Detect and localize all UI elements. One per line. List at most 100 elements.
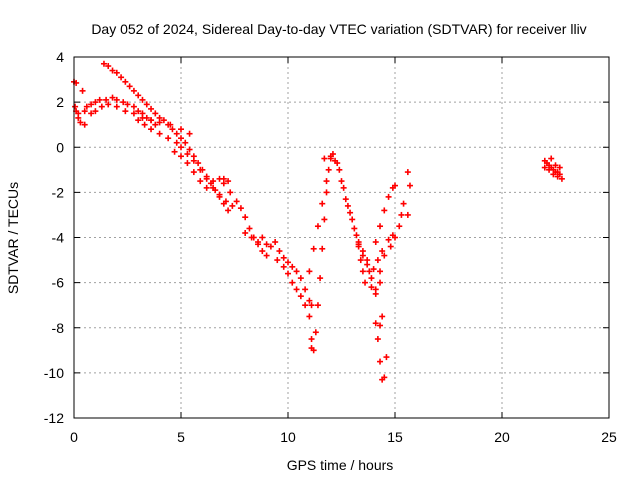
data-point bbox=[195, 160, 202, 167]
data-point bbox=[344, 202, 351, 209]
data-point bbox=[374, 336, 381, 343]
data-point bbox=[222, 198, 229, 205]
data-point bbox=[113, 96, 120, 103]
data-point bbox=[398, 211, 405, 218]
data-point bbox=[135, 108, 142, 115]
y-tick-label: -6 bbox=[52, 275, 65, 291]
data-point bbox=[248, 234, 255, 241]
data-point bbox=[210, 178, 217, 185]
data-point bbox=[272, 239, 279, 246]
data-point bbox=[366, 268, 373, 275]
data-point bbox=[289, 263, 296, 270]
data-point bbox=[233, 198, 240, 205]
data-point bbox=[227, 189, 234, 196]
data-point bbox=[548, 155, 555, 162]
data-point bbox=[321, 155, 328, 162]
data-point bbox=[120, 99, 127, 106]
data-point bbox=[323, 178, 330, 185]
data-point bbox=[229, 202, 236, 209]
data-point bbox=[122, 78, 129, 85]
data-point bbox=[347, 209, 354, 216]
data-point bbox=[306, 297, 313, 304]
data-point bbox=[109, 94, 116, 101]
data-point bbox=[105, 63, 112, 70]
data-point bbox=[359, 248, 366, 255]
data-point bbox=[259, 248, 266, 255]
data-point bbox=[113, 69, 120, 76]
data-point bbox=[374, 257, 381, 264]
data-point bbox=[197, 166, 204, 173]
data-point bbox=[109, 67, 116, 74]
data-point bbox=[362, 279, 369, 286]
data-point bbox=[81, 108, 88, 115]
data-point bbox=[173, 139, 180, 146]
data-point bbox=[314, 302, 321, 309]
data-point bbox=[88, 110, 95, 117]
y-tick-label: 0 bbox=[56, 139, 64, 155]
data-point bbox=[100, 60, 107, 67]
data-point bbox=[216, 191, 223, 198]
x-tick-label: 0 bbox=[70, 429, 78, 445]
data-point bbox=[280, 263, 287, 270]
data-point bbox=[355, 241, 362, 248]
data-point bbox=[306, 313, 313, 320]
data-point bbox=[220, 175, 227, 182]
chart-title: Day 052 of 2024, Sidereal Day-to-day VTE… bbox=[91, 21, 586, 37]
data-point bbox=[285, 270, 291, 277]
data-point bbox=[139, 114, 146, 121]
data-point bbox=[385, 193, 392, 200]
data-point bbox=[383, 354, 390, 361]
data-point bbox=[396, 223, 403, 230]
data-point bbox=[302, 302, 309, 309]
data-point bbox=[310, 347, 317, 354]
data-point bbox=[75, 110, 82, 117]
data-point bbox=[308, 302, 315, 309]
data-point bbox=[139, 96, 146, 103]
x-tick-label: 25 bbox=[601, 429, 617, 445]
data-point bbox=[314, 223, 321, 230]
data-point bbox=[255, 239, 262, 246]
data-point bbox=[319, 245, 326, 252]
data-point bbox=[103, 96, 110, 103]
data-point bbox=[377, 279, 384, 286]
data-point bbox=[92, 99, 99, 106]
data-point bbox=[81, 121, 88, 128]
data-point bbox=[274, 257, 281, 264]
data-point bbox=[325, 166, 332, 173]
data-point bbox=[372, 290, 379, 297]
data-point bbox=[152, 110, 159, 117]
data-point bbox=[152, 121, 159, 128]
data-point bbox=[148, 126, 155, 133]
data-point bbox=[558, 175, 565, 182]
data-point bbox=[165, 135, 172, 142]
data-point bbox=[135, 117, 142, 124]
data-point bbox=[302, 286, 309, 293]
data-point bbox=[353, 232, 360, 239]
data-point bbox=[267, 243, 274, 250]
data-point bbox=[342, 196, 349, 203]
data-point bbox=[336, 166, 343, 173]
data-point bbox=[130, 103, 137, 110]
data-point bbox=[225, 178, 232, 185]
data-point bbox=[156, 130, 163, 137]
data-point bbox=[210, 184, 217, 191]
data-point bbox=[184, 160, 191, 167]
data-point bbox=[105, 101, 112, 108]
data-point bbox=[349, 216, 356, 223]
data-point bbox=[293, 286, 300, 293]
data-point bbox=[156, 114, 163, 121]
data-point bbox=[118, 74, 125, 81]
data-point bbox=[203, 184, 210, 191]
data-point bbox=[169, 126, 176, 133]
data-point bbox=[173, 130, 180, 137]
data-point bbox=[165, 121, 172, 128]
data-point bbox=[225, 207, 232, 214]
data-point bbox=[541, 164, 548, 171]
data-point bbox=[98, 103, 105, 110]
data-point bbox=[554, 173, 561, 180]
data-point bbox=[340, 184, 347, 191]
data-point bbox=[141, 121, 148, 128]
data-point bbox=[203, 175, 210, 182]
data-point bbox=[377, 223, 384, 230]
